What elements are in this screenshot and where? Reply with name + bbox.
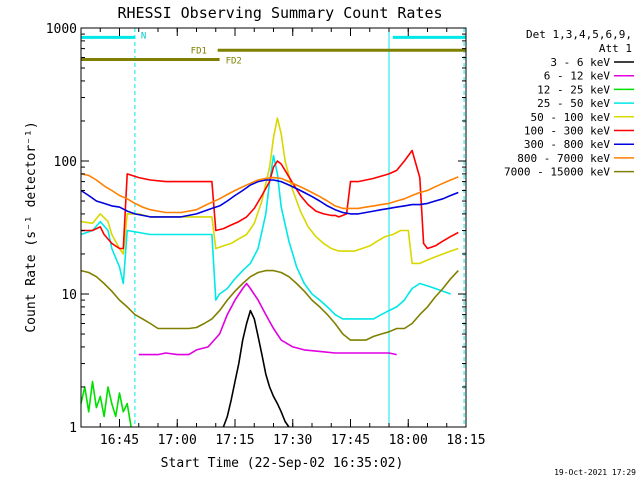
legend-label: 25 - 50 keV bbox=[537, 97, 610, 110]
legend-label: 3 - 6 keV bbox=[550, 56, 610, 69]
x-axis-label: Start Time (22-Sep-02 16:35:02) bbox=[161, 456, 404, 471]
fd-label-fd1: FD1 bbox=[191, 46, 207, 56]
plot-frame bbox=[80, 27, 467, 428]
x-tick-label: 16:45 bbox=[100, 433, 139, 448]
legend-label: 12 - 25 keV bbox=[537, 83, 610, 96]
series-line-2 bbox=[138, 282, 397, 356]
footer-timestamp: 19-Oct-2021 17:29 bbox=[554, 468, 636, 477]
axes: 16:45 17:00 17:15 17:30 17:45 18:00 18:15 1 10 10… bbox=[46, 22, 486, 448]
y-tick-label: 1000 bbox=[46, 22, 77, 37]
legend-label: 800 - 7000 keV bbox=[517, 152, 610, 165]
x-tick-label: 17:45 bbox=[331, 433, 370, 448]
x-tick-label: 18:15 bbox=[446, 433, 485, 448]
legend-label: 50 - 100 keV bbox=[531, 111, 611, 124]
annotations: N FD1 FD2 bbox=[80, 28, 466, 427]
y-tick-label: 100 bbox=[54, 155, 77, 170]
series-line-7 bbox=[80, 179, 459, 218]
legend-header: Det 1,3,4,5,6,9, bbox=[526, 28, 632, 41]
x-tick-label: 17:00 bbox=[158, 433, 197, 448]
legend-label: 7000 - 15000 keV bbox=[504, 166, 610, 179]
series-line-4 bbox=[80, 154, 451, 320]
series-line-8 bbox=[80, 173, 459, 214]
legend-label: 6 - 12 keV bbox=[544, 70, 611, 83]
legend-header: Att 1 bbox=[599, 42, 632, 55]
x-tick-label: 17:15 bbox=[215, 433, 254, 448]
series-layer bbox=[80, 117, 459, 428]
fd-label-fd2: FD2 bbox=[226, 56, 242, 66]
x-tick-label: 18:00 bbox=[389, 433, 428, 448]
night-label: N bbox=[141, 31, 146, 41]
y-tick-label: 1 bbox=[69, 421, 77, 436]
series-line-1 bbox=[222, 309, 290, 428]
series-line-5 bbox=[80, 117, 459, 265]
x-tick-label: 17:30 bbox=[273, 433, 312, 448]
legend-label: 100 - 300 keV bbox=[524, 125, 610, 138]
series-line-6 bbox=[81, 149, 459, 250]
chart-title: RHESSI Observing Summary Count Rates bbox=[117, 4, 442, 22]
series-line-3 bbox=[80, 380, 132, 428]
series-line-9 bbox=[80, 269, 459, 341]
legend-label: 300 - 800 keV bbox=[524, 138, 610, 151]
y-tick-label: 10 bbox=[61, 288, 77, 303]
y-axis-label: Count Rate (s⁻¹ detector⁻¹) bbox=[24, 121, 39, 332]
